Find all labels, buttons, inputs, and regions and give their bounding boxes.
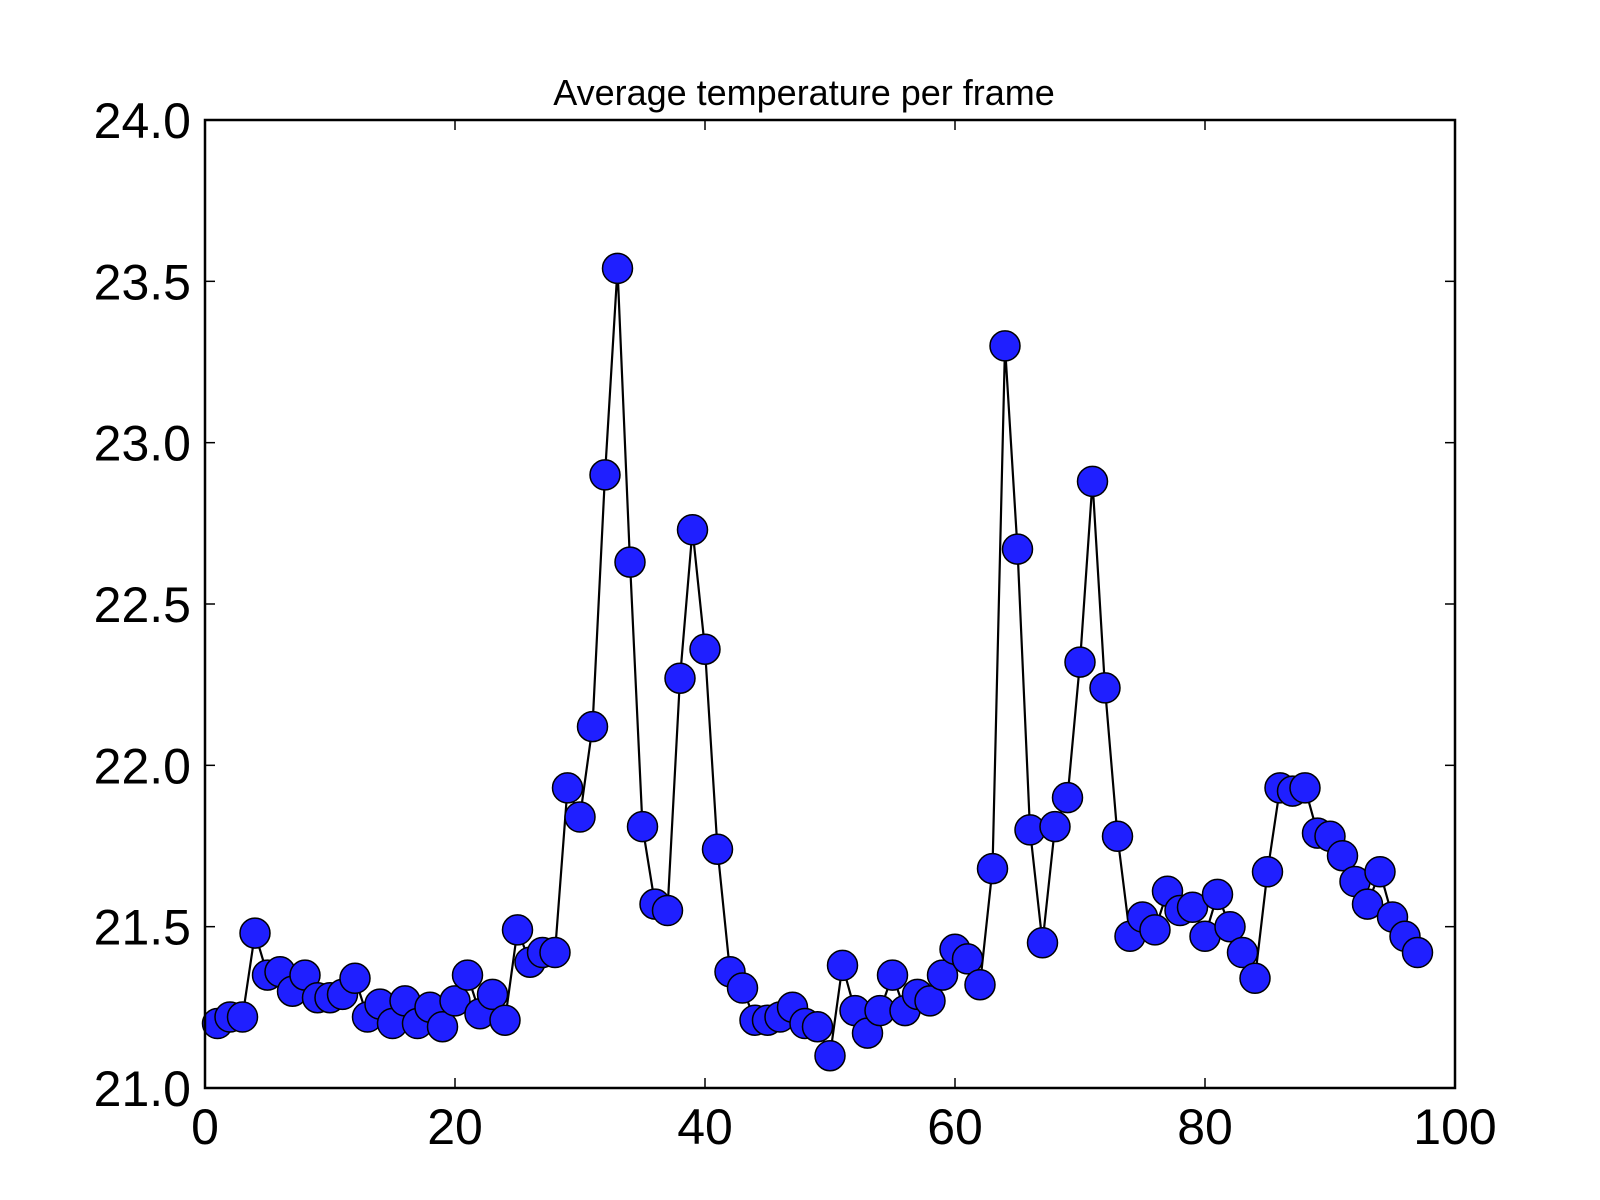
data-point: [651, 894, 684, 927]
data-point: [1251, 856, 1284, 888]
data-point: [1039, 810, 1071, 843]
data-point: [1064, 646, 1096, 678]
data-point: [564, 801, 596, 833]
data-point: [489, 1004, 521, 1036]
data-point: [501, 914, 534, 946]
data-point: [626, 810, 659, 843]
data-point: [339, 962, 371, 995]
chart-title: Average temperature per frame: [553, 72, 1055, 113]
data-point: [601, 252, 634, 285]
data-point: [1239, 962, 1271, 995]
x-tick-label: 0: [191, 1099, 219, 1155]
data-point: [1051, 781, 1084, 814]
data-point: [1026, 927, 1059, 959]
data-point: [589, 459, 621, 491]
data-points: [201, 252, 1434, 1072]
data-point: [239, 917, 271, 949]
data-point: [689, 633, 721, 665]
data-point: [1401, 936, 1434, 969]
data-point: [1001, 533, 1034, 565]
data-point: [826, 949, 859, 982]
data-point: [539, 936, 571, 969]
x-tick-label: 100: [1413, 1099, 1496, 1155]
y-tick-label: 21.0: [94, 1061, 191, 1117]
x-tick-label: 20: [427, 1099, 483, 1155]
axis-ticks: [204, 119, 1456, 1089]
data-point: [976, 852, 1009, 885]
y-tick-label: 21.5: [94, 900, 191, 956]
data-point: [676, 514, 709, 546]
data-point: [914, 985, 946, 1017]
data-point: [876, 959, 909, 991]
y-tick-label: 24.0: [94, 93, 191, 149]
data-point: [814, 1039, 846, 1072]
data-point: [576, 710, 609, 743]
data-point: [726, 972, 759, 1004]
data-point: [1076, 465, 1109, 498]
data-point: [614, 546, 646, 578]
data-point: [1289, 772, 1321, 804]
x-tick-label: 80: [1177, 1099, 1233, 1155]
data-point: [1351, 888, 1384, 920]
data-point: [226, 1001, 259, 1033]
data-point: [439, 985, 471, 1017]
data-point: [551, 772, 584, 804]
data-point: [701, 833, 734, 865]
y-tick-label: 23.0: [94, 416, 191, 472]
plot-frame: [203, 118, 1457, 1090]
y-tick-label: 22.0: [94, 738, 191, 794]
data-point: [951, 943, 984, 975]
axis-tick-labels: 0 20 40 60 80 100 21.0 21.5 22.0 22.5 23.0 23.5 24.0: [94, 93, 1497, 1155]
data-point: [476, 978, 509, 1011]
data-point: [426, 1010, 459, 1043]
data-point: [664, 662, 696, 694]
data-point: [1101, 820, 1134, 853]
y-tick-label: 23.5: [94, 254, 191, 310]
data-point: [1364, 856, 1396, 888]
data-point: [801, 1010, 834, 1043]
data-point: [926, 959, 959, 991]
data-point: [1139, 914, 1171, 946]
data-point: [989, 330, 1021, 362]
data-point: [1226, 936, 1259, 969]
data-point: [1201, 878, 1234, 911]
data-point: [1326, 839, 1359, 872]
data-point: [1214, 910, 1246, 943]
x-tick-label: 60: [927, 1099, 983, 1155]
x-tick-label: 40: [677, 1099, 733, 1155]
data-point: [964, 968, 996, 1001]
data-point: [1176, 891, 1209, 924]
data-point: [451, 959, 484, 991]
data-point: [1089, 672, 1121, 704]
y-tick-label: 22.5: [94, 577, 191, 633]
